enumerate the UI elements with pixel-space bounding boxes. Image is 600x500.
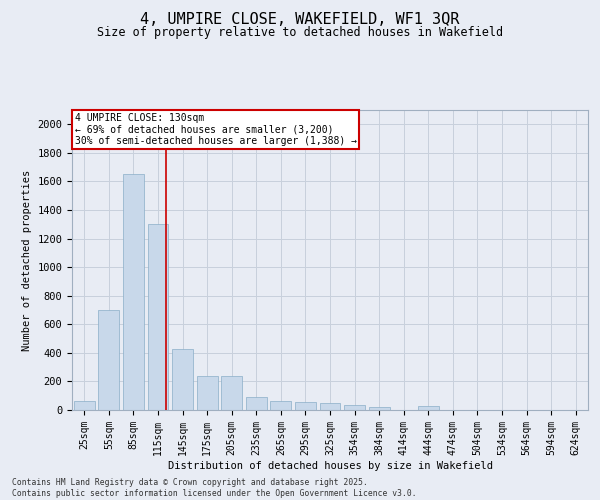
Text: Contains HM Land Registry data © Crown copyright and database right 2025.
Contai: Contains HM Land Registry data © Crown c… <box>12 478 416 498</box>
Text: Size of property relative to detached houses in Wakefield: Size of property relative to detached ho… <box>97 26 503 39</box>
Bar <box>197 376 218 410</box>
Bar <box>123 174 144 410</box>
Bar <box>74 402 95 410</box>
X-axis label: Distribution of detached houses by size in Wakefield: Distribution of detached houses by size … <box>167 460 493 470</box>
Bar <box>320 403 340 410</box>
Bar <box>172 348 193 410</box>
Text: 4 UMPIRE CLOSE: 130sqm
← 69% of detached houses are smaller (3,200)
30% of semi-: 4 UMPIRE CLOSE: 130sqm ← 69% of detached… <box>74 113 356 146</box>
Bar <box>98 310 119 410</box>
Bar <box>148 224 169 410</box>
Bar <box>368 407 389 410</box>
Bar <box>246 397 267 410</box>
Text: 4, UMPIRE CLOSE, WAKEFIELD, WF1 3QR: 4, UMPIRE CLOSE, WAKEFIELD, WF1 3QR <box>140 12 460 28</box>
Bar <box>418 406 439 410</box>
Y-axis label: Number of detached properties: Number of detached properties <box>22 170 32 350</box>
Bar <box>271 402 292 410</box>
Bar <box>344 405 365 410</box>
Bar <box>221 376 242 410</box>
Bar <box>295 402 316 410</box>
